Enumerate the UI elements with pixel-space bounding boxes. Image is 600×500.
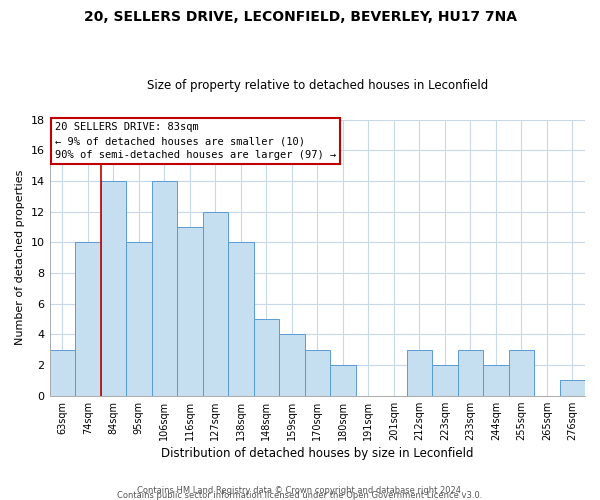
Title: Size of property relative to detached houses in Leconfield: Size of property relative to detached ho… bbox=[146, 79, 488, 92]
Bar bbox=[330, 365, 356, 396]
Bar bbox=[228, 242, 254, 396]
Bar bbox=[254, 319, 279, 396]
Bar bbox=[407, 350, 432, 396]
Bar bbox=[101, 181, 126, 396]
Bar bbox=[483, 365, 509, 396]
Text: Contains HM Land Registry data © Crown copyright and database right 2024.: Contains HM Land Registry data © Crown c… bbox=[137, 486, 463, 495]
Text: Contains public sector information licensed under the Open Government Licence v3: Contains public sector information licen… bbox=[118, 491, 482, 500]
Bar bbox=[305, 350, 330, 396]
Bar bbox=[177, 227, 203, 396]
Bar bbox=[50, 350, 75, 396]
Bar bbox=[152, 181, 177, 396]
Text: 20 SELLERS DRIVE: 83sqm
← 9% of detached houses are smaller (10)
90% of semi-det: 20 SELLERS DRIVE: 83sqm ← 9% of detached… bbox=[55, 122, 336, 160]
Bar bbox=[279, 334, 305, 396]
Bar bbox=[560, 380, 585, 396]
Bar bbox=[458, 350, 483, 396]
Bar bbox=[432, 365, 458, 396]
Bar bbox=[509, 350, 534, 396]
Text: 20, SELLERS DRIVE, LECONFIELD, BEVERLEY, HU17 7NA: 20, SELLERS DRIVE, LECONFIELD, BEVERLEY,… bbox=[83, 10, 517, 24]
Bar bbox=[126, 242, 152, 396]
Y-axis label: Number of detached properties: Number of detached properties bbox=[15, 170, 25, 346]
X-axis label: Distribution of detached houses by size in Leconfield: Distribution of detached houses by size … bbox=[161, 447, 473, 460]
Bar bbox=[203, 212, 228, 396]
Bar bbox=[75, 242, 101, 396]
